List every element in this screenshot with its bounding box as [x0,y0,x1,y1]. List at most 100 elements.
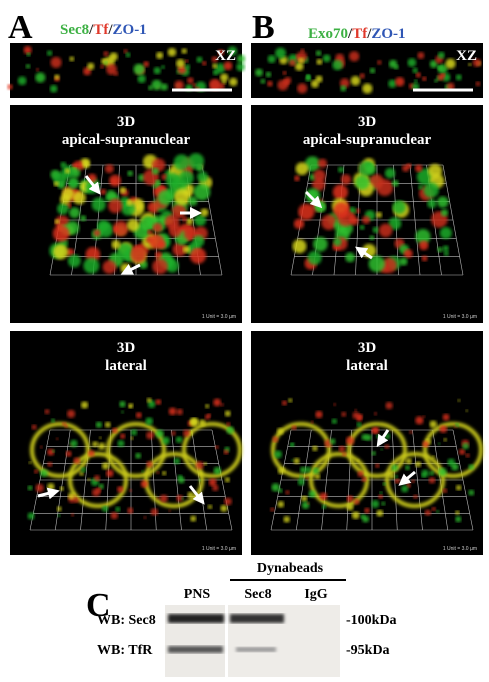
signal-spot [111,512,118,519]
signal-spot [456,485,461,490]
signal-spot [188,197,197,206]
signal-spot [99,437,102,440]
signal-spot [182,217,187,222]
figure: A Sec8/Tf/ZO-1 B Exo70/Tf/ZO-1 XZ3Dapica… [0,0,489,682]
signal-spot [451,463,458,470]
signal-spot [369,235,374,240]
signal-spot [385,444,390,449]
signal-spot [109,52,118,61]
marker-label: -95kDa [346,643,390,658]
view-heading: apical-supranuclear [62,132,191,148]
signal-spot [196,461,204,469]
signal-spot [58,514,61,517]
signal-spot [332,60,343,71]
signal-spot [476,81,481,86]
signal-spot [148,202,159,213]
signal-spot [341,412,346,417]
signal-spot [236,63,245,72]
signal-spot [466,410,469,413]
signal-spot [51,419,55,423]
signal-spot [362,477,367,482]
title-part: ZO-1 [113,22,147,38]
signal-spot [365,164,376,175]
signal-spot [36,68,39,71]
signal-spot [28,512,35,519]
signal-spot [144,516,147,519]
signal-spot [154,67,161,74]
signal-spot [316,50,322,56]
group-label: Dynabeads [257,561,324,576]
signal-spot [352,511,360,519]
signal-spot [432,507,436,511]
signal-spot [379,224,393,238]
signal-spot [376,212,382,218]
signal-spot [429,477,435,483]
signal-spot [103,51,108,56]
signal-spot [429,420,437,428]
signal-spot [174,189,191,206]
signal-spot [309,490,316,497]
lane-label: IgG [304,587,327,602]
signal-spot [283,71,287,75]
signal-spot [50,85,58,93]
signal-spot [296,162,309,175]
signal-spot [162,437,170,445]
signal-spot [438,468,446,476]
signal-spot [333,403,336,406]
signal-spot [289,59,296,66]
signal-spot [67,410,75,418]
signal-spot [100,189,106,195]
signal-spot [411,480,414,483]
signal-spot [225,477,230,482]
signal-spot [267,81,273,87]
signal-spot [272,436,278,442]
signal-spot [197,171,208,182]
signal-spot [278,467,285,474]
signal-spot [371,500,379,508]
micrographs: XZ3Dapical-supranuclear1 Unit = 3.0 µm3D… [7,43,483,555]
blot-band [230,614,284,623]
signal-spot [377,60,382,65]
signal-spot [193,235,204,246]
signal-spot [459,449,465,455]
signal-spot [208,505,212,509]
signal-spot [438,443,441,446]
signal-spot [60,194,70,204]
signal-spot [226,426,234,434]
signal-spot [346,504,353,511]
signal-spot [183,430,190,437]
signal-spot [355,175,369,189]
signal-spot [229,78,237,86]
signal-spot [300,467,306,473]
signal-spot [106,190,115,199]
signal-spot [455,516,461,522]
signal-spot [347,495,353,501]
signal-spot [145,417,153,425]
signal-spot [364,508,369,513]
signal-spot [385,168,396,179]
signal-spot [427,199,436,208]
signal-spot [468,464,474,470]
xz-label: XZ [215,48,236,64]
signal-spot [137,75,146,84]
signal-spot [92,441,98,447]
signal-spot [268,55,276,63]
signal-spot [342,452,346,456]
signal-spot [105,422,111,428]
signal-spot [151,80,162,91]
signal-spot [40,446,43,449]
signal-spot [152,259,167,274]
signal-spot [224,498,232,506]
signal-spot [213,399,221,407]
signal-spot [32,425,37,430]
signal-spot [103,260,117,274]
signal-spot [68,492,75,499]
signal-spot [306,477,308,479]
signal-spot [54,74,59,79]
signal-spot [314,170,326,182]
signal-spot [169,407,177,415]
signal-spot [346,437,354,445]
signal-spot [194,184,211,201]
signal-spot [187,492,194,499]
signal-spot [292,425,297,430]
